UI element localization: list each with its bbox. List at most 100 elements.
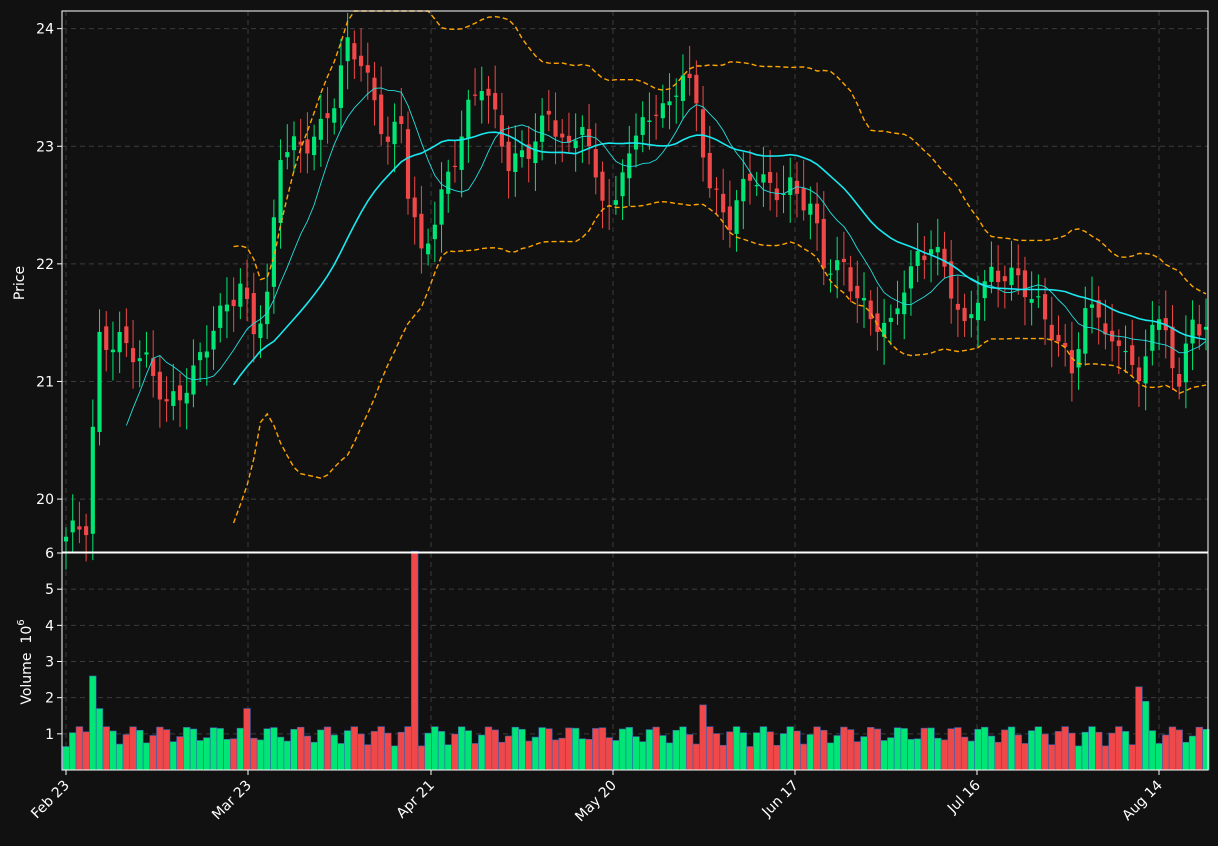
price-tick-label: 21 bbox=[36, 374, 54, 390]
volume-bar bbox=[799, 743, 808, 771]
candle-body bbox=[868, 300, 873, 320]
candle-body bbox=[506, 141, 511, 172]
candle-body bbox=[600, 171, 605, 201]
volume-bar bbox=[806, 734, 815, 771]
volume-bar bbox=[397, 731, 405, 771]
candle-body bbox=[117, 332, 122, 353]
volume-bar bbox=[779, 733, 788, 771]
volume-bar bbox=[974, 728, 982, 771]
candle-body bbox=[1150, 324, 1155, 351]
volume-bar bbox=[719, 744, 727, 771]
volume-bar bbox=[109, 730, 117, 771]
candle-body bbox=[1063, 343, 1068, 347]
candle-body bbox=[1016, 268, 1021, 276]
candle-body bbox=[882, 322, 887, 337]
volume-bar bbox=[437, 731, 446, 771]
volume-bar bbox=[451, 733, 459, 771]
candle-body bbox=[593, 149, 598, 178]
candle-body bbox=[164, 399, 169, 402]
volume-bar bbox=[692, 743, 701, 771]
volume-bar bbox=[967, 740, 975, 771]
volume-bar bbox=[364, 744, 372, 771]
candle-body bbox=[151, 358, 156, 376]
volume-bar bbox=[417, 745, 426, 771]
volume-bar bbox=[1135, 686, 1143, 771]
volume-bar bbox=[927, 727, 935, 771]
candle-body bbox=[627, 153, 632, 179]
candle-body bbox=[788, 177, 793, 195]
volume-bar bbox=[913, 738, 922, 771]
volume-bar bbox=[518, 728, 526, 771]
candle-body bbox=[1116, 340, 1121, 346]
volume-bar bbox=[893, 727, 902, 771]
candle-body bbox=[654, 114, 659, 116]
volume-multiplier-base: 10 bbox=[19, 626, 35, 644]
candle-body bbox=[1123, 350, 1128, 353]
candle-body bbox=[204, 351, 209, 358]
candle-body bbox=[962, 307, 967, 322]
candle-body bbox=[640, 117, 645, 135]
volume-bar bbox=[1175, 729, 1183, 771]
volume-bar bbox=[699, 704, 707, 771]
volume-bar bbox=[471, 743, 479, 771]
candle-body bbox=[667, 101, 672, 106]
candle-body bbox=[144, 352, 149, 355]
price-axis-label: Price bbox=[12, 266, 28, 300]
volume-bar bbox=[89, 675, 97, 771]
candle-body bbox=[499, 115, 504, 147]
volume-bar bbox=[69, 732, 77, 771]
candle-body bbox=[747, 173, 753, 181]
volume-bar bbox=[203, 737, 211, 771]
candle-body bbox=[318, 118, 323, 140]
candle-body bbox=[479, 90, 484, 101]
volume-bar bbox=[1155, 743, 1163, 771]
volume-bar bbox=[162, 729, 171, 771]
volume-bar bbox=[404, 726, 412, 771]
candle-body bbox=[486, 88, 491, 96]
volume-bar bbox=[598, 727, 607, 771]
volume-bar bbox=[867, 727, 875, 771]
volume-bar bbox=[679, 726, 687, 771]
candle-body bbox=[768, 171, 773, 183]
candle-body bbox=[1083, 308, 1088, 354]
candle-body bbox=[1056, 334, 1061, 342]
candle-body bbox=[1049, 324, 1054, 341]
volume-bar bbox=[947, 728, 955, 771]
candle-body bbox=[385, 136, 390, 142]
volume-bar bbox=[853, 741, 861, 771]
volume-bar bbox=[256, 739, 265, 771]
volume-bar bbox=[337, 743, 345, 771]
candle-body bbox=[1042, 294, 1048, 320]
candle-body bbox=[1096, 300, 1101, 318]
volume-bar bbox=[551, 739, 560, 771]
candle-body bbox=[908, 266, 914, 289]
candle-body bbox=[70, 520, 75, 533]
candle-body bbox=[734, 200, 739, 234]
candle-body bbox=[399, 116, 404, 124]
volume-bar bbox=[498, 741, 506, 771]
candle-body bbox=[1136, 367, 1142, 382]
candle-body bbox=[660, 103, 665, 119]
volume-bar bbox=[504, 735, 513, 771]
candle-body bbox=[1029, 299, 1034, 303]
volume-bar bbox=[994, 741, 1002, 771]
candle-body bbox=[472, 94, 478, 96]
volume-bar bbox=[290, 728, 298, 771]
volume-bar bbox=[934, 737, 942, 771]
volume-bar bbox=[156, 726, 164, 771]
volume-bar bbox=[1054, 731, 1063, 771]
candle-body bbox=[513, 153, 518, 172]
volume-bar bbox=[786, 726, 794, 771]
volume-tick-label: 3 bbox=[45, 655, 54, 671]
volume-bar bbox=[571, 727, 580, 771]
candle-body bbox=[439, 189, 444, 225]
volume-bar bbox=[987, 735, 996, 771]
volume-bar bbox=[431, 726, 439, 771]
candle-body bbox=[566, 135, 572, 143]
volume-bar bbox=[136, 729, 144, 771]
candle-body bbox=[741, 178, 746, 202]
candle-body bbox=[707, 152, 712, 189]
candle-body bbox=[137, 358, 142, 362]
volume-bar bbox=[424, 732, 432, 771]
